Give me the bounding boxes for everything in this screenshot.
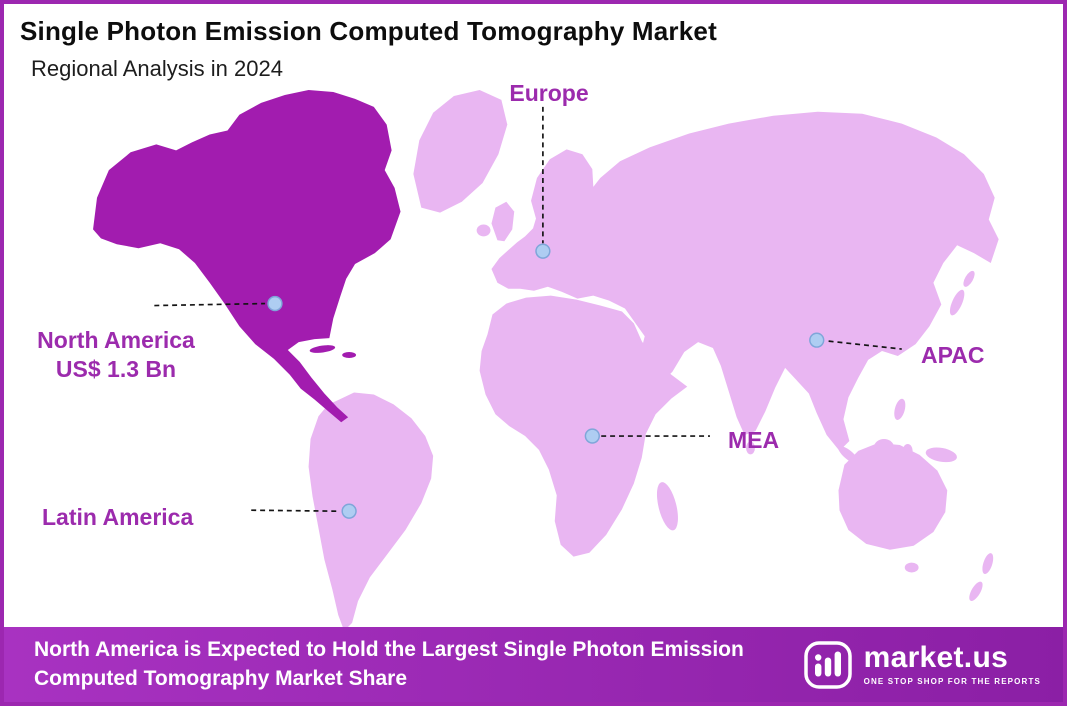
marker-europe xyxy=(535,243,551,259)
landmass-tasmania xyxy=(904,562,919,573)
landmass-sumatra xyxy=(838,445,859,464)
marker-apac xyxy=(809,332,825,348)
region-label-europe: Europe xyxy=(509,80,589,106)
connector-latin-america xyxy=(251,509,340,513)
banner-text: North America is Expected to Hold the La… xyxy=(34,638,744,690)
region-value-north-america: US$ 1.3 Bn xyxy=(55,355,177,382)
landmass-madagascar xyxy=(656,482,678,531)
region-label-north-america: North America US$ 1.3 Bn xyxy=(37,326,195,384)
region-label-apac: APAC xyxy=(921,342,985,368)
header: Single Photon Emission Computed Tomograp… xyxy=(20,16,717,82)
page-title: Single Photon Emission Computed Tomograp… xyxy=(20,16,717,46)
logo-text: market.us ONE STOP SHOP FOR THE REPORTS xyxy=(863,641,1041,687)
marker-north-america xyxy=(267,295,283,312)
region-label-north-america-name: North America xyxy=(37,327,195,353)
landmass-uk xyxy=(491,201,515,242)
landmass-ireland xyxy=(476,224,491,237)
landmass-japan-north xyxy=(963,270,975,287)
region-label-mea: MEA xyxy=(728,427,780,453)
landmass-hispaniola xyxy=(342,352,357,358)
marker-mea xyxy=(584,428,600,444)
marketus-logo-icon xyxy=(803,640,852,689)
landmass-japan-main xyxy=(949,289,965,316)
region-label-latin-america: Latin America xyxy=(42,504,194,530)
connector-north-america xyxy=(154,302,266,307)
landmass-philippines xyxy=(894,398,906,420)
logo-name: market.us xyxy=(863,641,1009,674)
landmass-australia xyxy=(838,442,948,550)
footer-banner: North America is Expected to Hold the La… xyxy=(4,627,1063,702)
landmass-greenland xyxy=(413,90,508,213)
landmass-new-zealand-north xyxy=(982,553,994,575)
landmass-sri-lanka xyxy=(746,441,755,455)
logo-tagline: ONE STOP SHOP FOR THE REPORTS xyxy=(863,677,1041,686)
landmass-eurasia xyxy=(491,111,999,451)
marker-latin-america xyxy=(341,503,357,519)
landmass-africa xyxy=(479,295,688,557)
connector-apac xyxy=(828,340,902,350)
marketus-logo: market.us ONE STOP SHOP FOR THE REPORTS xyxy=(803,640,1041,690)
landmass-north-america-highlighted xyxy=(93,90,401,423)
landmass-new-guinea xyxy=(925,447,957,463)
landmass-cuba xyxy=(309,345,336,353)
landmass-borneo xyxy=(874,439,894,455)
landmass-sulawesi xyxy=(902,443,913,458)
page-subtitle: Regional Analysis in 2024 xyxy=(31,56,283,81)
landmass-south-america xyxy=(308,392,434,631)
landmass-new-zealand-south xyxy=(969,581,983,601)
landmass-java xyxy=(868,464,892,473)
world-map xyxy=(93,90,999,631)
landmass-iceland xyxy=(457,158,480,171)
